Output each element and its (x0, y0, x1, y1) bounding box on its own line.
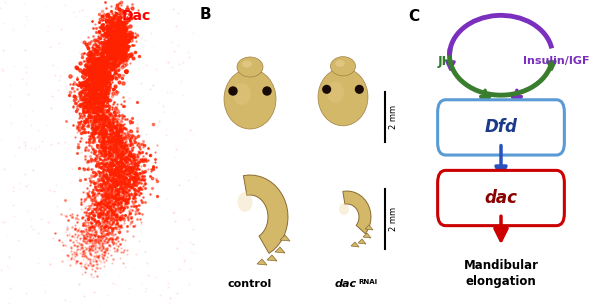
Ellipse shape (331, 57, 355, 76)
Circle shape (355, 85, 363, 93)
Polygon shape (351, 242, 359, 247)
Polygon shape (365, 225, 373, 230)
Text: 2 mm: 2 mm (389, 105, 398, 129)
Polygon shape (343, 191, 371, 234)
Ellipse shape (224, 69, 276, 129)
Circle shape (263, 87, 271, 95)
FancyBboxPatch shape (437, 170, 565, 226)
Text: Insulin/IGF: Insulin/IGF (523, 56, 590, 66)
Polygon shape (363, 233, 371, 238)
Ellipse shape (233, 83, 251, 105)
Ellipse shape (326, 82, 344, 103)
Polygon shape (358, 239, 366, 244)
Polygon shape (267, 255, 277, 261)
Polygon shape (244, 175, 288, 253)
Text: Dfd: Dfd (485, 119, 517, 136)
Text: C: C (408, 9, 419, 24)
Ellipse shape (242, 60, 252, 68)
Text: B: B (200, 7, 212, 22)
Text: Mandibular
elongation: Mandibular elongation (464, 259, 539, 288)
Polygon shape (280, 235, 290, 241)
Text: Dac: Dac (122, 9, 151, 23)
Ellipse shape (318, 68, 368, 126)
Text: dac: dac (335, 279, 357, 289)
Ellipse shape (237, 57, 263, 77)
Text: control: control (228, 279, 272, 289)
Circle shape (229, 87, 237, 95)
Text: RNAi: RNAi (358, 279, 377, 285)
Polygon shape (257, 259, 267, 265)
Ellipse shape (238, 192, 253, 212)
FancyBboxPatch shape (437, 100, 565, 155)
Text: 2 mm: 2 mm (389, 207, 398, 231)
Circle shape (323, 85, 331, 93)
Ellipse shape (335, 60, 345, 67)
Text: 100 μm: 100 μm (14, 273, 47, 282)
Text: dac: dac (485, 189, 517, 207)
Text: A: A (8, 12, 20, 27)
Text: JH: JH (438, 55, 453, 68)
Ellipse shape (339, 203, 349, 215)
Polygon shape (275, 247, 285, 253)
